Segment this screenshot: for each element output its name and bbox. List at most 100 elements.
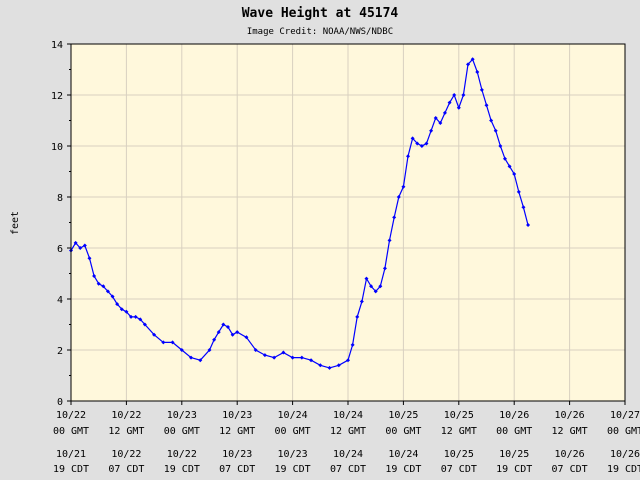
data-point (479, 87, 484, 92)
data-point (110, 294, 115, 299)
data-point (129, 314, 134, 319)
data-point (392, 215, 397, 220)
x-tick-label-gmt: 10/26 (499, 410, 529, 421)
y-tick-label: 0 (57, 397, 63, 408)
x-tick-label-gmt: 12 GMT (108, 426, 144, 437)
plot-frame (70, 43, 626, 402)
data-point (387, 238, 392, 243)
data-point (355, 314, 360, 319)
data-point (401, 184, 406, 189)
data-point (516, 189, 521, 194)
data-point (262, 353, 267, 358)
x-tick-label-cdt: 19 CDT (275, 464, 311, 475)
x-tick-label-cdt: 10/22 (167, 449, 197, 460)
data-point (290, 355, 295, 360)
data-point (212, 337, 217, 342)
data-point (309, 358, 314, 363)
x-tick-label-cdt: 10/22 (111, 449, 141, 460)
x-tick-label-gmt: 00 GMT (164, 426, 200, 437)
data-point (406, 154, 411, 159)
data-point (424, 141, 429, 146)
x-tick-label-gmt: 10/26 (555, 410, 585, 421)
x-tick-label-cdt: 10/24 (333, 449, 363, 460)
data-point (521, 205, 526, 210)
data-point (73, 240, 78, 245)
data-point (373, 289, 378, 294)
data-point (396, 195, 401, 199)
x-tick-label-cdt: 10/26 (555, 449, 585, 460)
x-tick-label-gmt: 10/24 (278, 410, 308, 421)
grid-lines (71, 44, 625, 401)
data-point (502, 156, 507, 161)
data-point (221, 322, 226, 327)
data-point (235, 330, 240, 335)
data-point (346, 358, 350, 363)
data-point (115, 302, 120, 307)
data-point (161, 340, 166, 345)
x-tick-label-gmt: 12 GMT (441, 426, 477, 437)
y-tick-label: 12 (51, 91, 63, 102)
x-tick-label-gmt: 12 GMT (219, 426, 255, 437)
data-point (433, 115, 438, 120)
x-axis: 10/22 00 GMT 10/21 19 CDT 10/22 12 GMT 10/22 07… (53, 401, 640, 475)
x-tick-label-gmt: 00 GMT (275, 426, 311, 437)
data-point (152, 332, 157, 337)
x-tick-label-gmt: 10/22 (56, 410, 86, 421)
data-point (198, 358, 203, 363)
x-tick-label-cdt: 07 CDT (552, 464, 588, 475)
x-tick-label-gmt: 10/22 (111, 410, 141, 421)
data-point (318, 363, 323, 368)
series-wave-height (69, 57, 531, 370)
data-point (456, 105, 461, 110)
x-tick-label-gmt: 00 GMT (496, 426, 532, 437)
data-point (207, 348, 212, 352)
data-point (382, 266, 387, 271)
data-point (512, 172, 517, 177)
x-tick-label-gmt: 10/27 (610, 410, 640, 421)
data-point (438, 121, 443, 126)
data-point (299, 355, 304, 360)
y-tick-label: 14 (51, 40, 63, 51)
data-point (429, 128, 434, 133)
data-point (364, 276, 369, 281)
x-tick-label-cdt: 07 CDT (219, 464, 255, 475)
data-point (216, 330, 221, 335)
data-point (253, 348, 258, 352)
x-tick-label-cdt: 10/21 (56, 449, 86, 460)
data-point (507, 164, 512, 169)
x-tick-label-gmt: 10/23 (222, 410, 252, 421)
data-point (410, 136, 415, 141)
data-point (189, 355, 194, 360)
x-tick-label-gmt: 00 GMT (607, 426, 640, 437)
data-point (442, 110, 447, 115)
data-point (378, 284, 383, 289)
x-tick-label-cdt: 10/26 (610, 449, 640, 460)
y-tick-label: 2 (57, 346, 63, 357)
chart-subtitle: Image Credit: NOAA/NWS/NDBC (247, 27, 393, 37)
y-axis: 0 2 4 6 8 10 12 14 (51, 40, 71, 408)
data-point (461, 93, 466, 97)
x-tick-label-cdt: 10/25 (499, 449, 529, 460)
x-tick-label-cdt: 10/23 (278, 449, 308, 460)
x-tick-label-cdt: 10/24 (388, 449, 418, 460)
data-point (359, 299, 364, 304)
data-point (493, 128, 498, 133)
data-point (447, 100, 452, 105)
x-tick-label-cdt: 19 CDT (53, 464, 89, 475)
data-point (466, 62, 471, 67)
data-point (92, 274, 97, 279)
data-point (498, 144, 503, 148)
x-tick-label-gmt: 12 GMT (552, 426, 588, 437)
data-point (87, 256, 92, 261)
data-point (82, 243, 87, 248)
x-tick-label-cdt: 19 CDT (164, 464, 200, 475)
data-point (138, 317, 143, 322)
x-tick-label-cdt: 19 CDT (496, 464, 532, 475)
data-point (78, 246, 83, 250)
y-tick-label: 6 (57, 244, 63, 255)
x-tick-label-gmt: 10/24 (333, 410, 363, 421)
data-point (170, 340, 175, 345)
y-tick-label: 4 (57, 295, 63, 306)
x-tick-label-gmt: 10/25 (388, 410, 418, 421)
